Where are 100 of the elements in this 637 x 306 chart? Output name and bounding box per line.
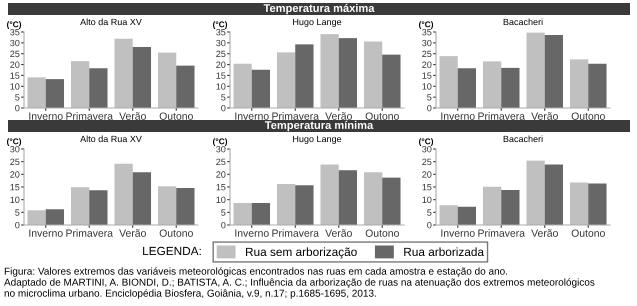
y-tick-label: 30 bbox=[422, 40, 432, 46]
x-tick-label: Outono bbox=[572, 229, 605, 237]
bar bbox=[276, 52, 296, 108]
bar bbox=[70, 187, 90, 225]
y-tick-label: 20 bbox=[216, 62, 226, 68]
bar bbox=[233, 64, 252, 108]
legend-label: Rua arborizada bbox=[404, 247, 484, 256]
x-tick-label: Primavera bbox=[66, 112, 113, 120]
bar bbox=[439, 56, 458, 108]
bar bbox=[382, 178, 401, 225]
y-tick-label: 25 bbox=[10, 158, 20, 166]
bar bbox=[276, 184, 296, 225]
bar bbox=[526, 160, 545, 225]
bar bbox=[482, 186, 502, 225]
y-axis-title: (°C) bbox=[213, 138, 228, 146]
x-tick-label: Inverno bbox=[235, 230, 269, 237]
y-tick-label: 0 bbox=[15, 222, 20, 228]
legend-label: Rua sem arborização bbox=[246, 247, 357, 258]
y-tick-label: 30 bbox=[216, 146, 226, 152]
y-tick-label: 10 bbox=[216, 83, 226, 90]
bar bbox=[46, 209, 64, 225]
bar bbox=[252, 202, 270, 225]
x-tick-label: Verão bbox=[531, 229, 558, 237]
y-tick-label: 30 bbox=[422, 146, 432, 152]
y-tick-label: 5 bbox=[427, 209, 432, 216]
bar bbox=[458, 68, 476, 108]
bar bbox=[176, 66, 195, 108]
bar bbox=[338, 38, 358, 108]
y-tick-label: 0 bbox=[15, 104, 20, 112]
y-tick-label: 25 bbox=[422, 50, 432, 58]
y-tick-label: 0 bbox=[427, 222, 432, 228]
y-tick-label: 10 bbox=[216, 196, 226, 204]
y-axis-title: (°C) bbox=[7, 138, 22, 146]
bar bbox=[501, 68, 520, 108]
bar bbox=[338, 170, 358, 225]
bar bbox=[458, 206, 476, 225]
y-tick-label: 30 bbox=[216, 40, 226, 46]
x-tick-label: Verão bbox=[119, 229, 146, 237]
bar bbox=[158, 186, 176, 225]
y-tick-label: 5 bbox=[221, 209, 226, 216]
y-tick-label: 10 bbox=[422, 196, 432, 204]
x-tick-label: Primavera bbox=[478, 229, 525, 237]
x-tick-label: Verão bbox=[119, 112, 146, 120]
chart-title: Bacacheri bbox=[504, 18, 542, 26]
chart-title: Alto da Rua XV bbox=[80, 18, 142, 26]
y-tick-label: 25 bbox=[10, 50, 20, 58]
bar bbox=[158, 52, 176, 108]
bar bbox=[439, 205, 458, 225]
bar bbox=[89, 190, 108, 225]
text: Figura: Valores extremos das variáveis meteorológicas encontrados nas ruas em cada amostra e estação do ano. bbox=[4, 267, 508, 277]
x-tick-label: Outono bbox=[160, 112, 193, 120]
x-tick-label: Verão bbox=[325, 112, 352, 120]
x-tick-label: Primavera bbox=[272, 229, 319, 237]
bar bbox=[526, 32, 545, 108]
bar bbox=[320, 164, 339, 225]
x-tick-label: Primavera bbox=[272, 112, 319, 120]
bar bbox=[544, 35, 564, 108]
y-axis-title: (°C) bbox=[7, 21, 22, 29]
x-tick-label: Inverno bbox=[29, 230, 63, 237]
bar bbox=[176, 188, 195, 225]
x-tick-label: Verão bbox=[325, 229, 352, 237]
bar bbox=[27, 77, 46, 108]
bar bbox=[482, 61, 502, 108]
y-tick-label: 30 bbox=[10, 40, 20, 46]
bar bbox=[501, 190, 520, 225]
y-tick-label: 5 bbox=[15, 94, 20, 101]
bar bbox=[46, 79, 64, 108]
x-tick-label: Primavera bbox=[66, 229, 113, 237]
y-tick-label: 30 bbox=[10, 146, 20, 152]
bar bbox=[364, 172, 382, 225]
bar bbox=[382, 54, 401, 108]
y-tick-label: 10 bbox=[422, 83, 432, 90]
chart-title: Hugo Lange bbox=[293, 136, 342, 144]
y-tick-label: 20 bbox=[216, 171, 226, 178]
y-tick-label: 20 bbox=[10, 171, 20, 178]
y-axis-title: (°C) bbox=[213, 21, 228, 29]
y-tick-label: 20 bbox=[10, 62, 20, 68]
y-tick-label: 0 bbox=[221, 222, 226, 228]
chart-title: Hugo Lange bbox=[293, 18, 342, 27]
bar bbox=[588, 183, 607, 225]
y-tick-label: 15 bbox=[216, 184, 226, 190]
y-axis-title: (°C) bbox=[419, 138, 434, 146]
bar bbox=[570, 59, 588, 108]
x-tick-label: Primavera bbox=[478, 112, 525, 120]
bar bbox=[588, 64, 607, 108]
bar bbox=[70, 61, 90, 108]
y-tick-label: 25 bbox=[216, 158, 226, 166]
text: Temperatura máxima bbox=[264, 4, 375, 14]
y-tick-label: 15 bbox=[10, 72, 20, 79]
x-tick-label: Outono bbox=[160, 229, 193, 237]
y-tick-label: 20 bbox=[422, 171, 432, 178]
y-tick-label: 10 bbox=[10, 196, 20, 204]
bar bbox=[252, 70, 270, 108]
y-tick-label: 15 bbox=[216, 72, 226, 79]
y-tick-label: 25 bbox=[216, 50, 226, 58]
x-tick-label: Inverno bbox=[235, 112, 269, 120]
x-tick-label: Verão bbox=[531, 112, 558, 120]
bar bbox=[233, 202, 252, 225]
bar bbox=[132, 172, 152, 225]
y-tick-label: 35 bbox=[216, 28, 226, 36]
